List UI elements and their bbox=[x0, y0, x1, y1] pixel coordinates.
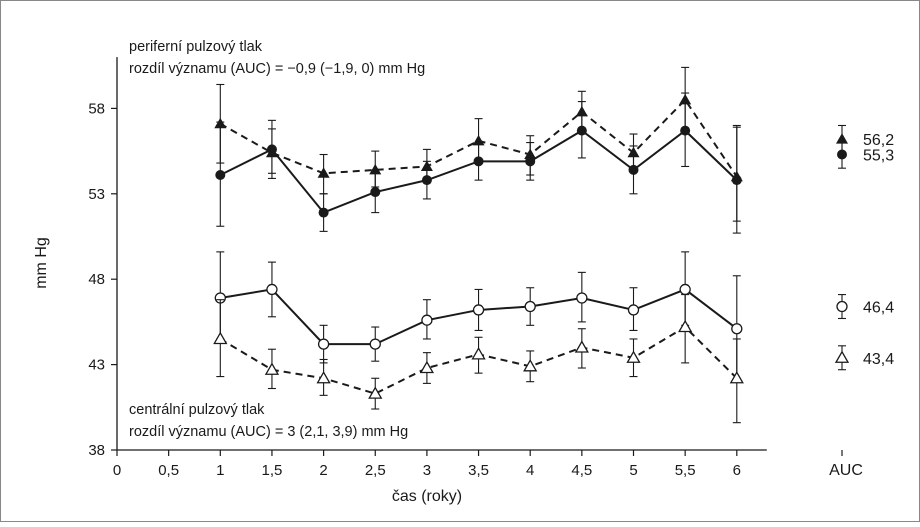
x-tick-label: 3,5 bbox=[468, 462, 489, 479]
x-tick-label: 6 bbox=[733, 462, 741, 479]
y-tick-label: 38 bbox=[88, 442, 105, 459]
y-axis-title: mm Hg bbox=[33, 237, 50, 289]
data-point bbox=[627, 304, 640, 316]
annotation-bottom-line1: centrální pulzový tlak bbox=[129, 402, 265, 418]
x-tick-label: 5,5 bbox=[675, 462, 696, 479]
series-open-triangle bbox=[213, 294, 744, 424]
data-point bbox=[626, 350, 641, 363]
data-point bbox=[628, 164, 639, 175]
data-point bbox=[731, 323, 743, 335]
data-point bbox=[731, 175, 742, 186]
annotation-bottom-line2: rozdíl významu (AUC) = 3 (2,1, 3,9) mm H… bbox=[129, 424, 408, 440]
data-point bbox=[680, 125, 691, 136]
data-point bbox=[266, 144, 277, 155]
x-tick-label: 1,5 bbox=[262, 462, 283, 479]
x-tick-label: 4 bbox=[526, 462, 534, 479]
x-tick-label: 0,5 bbox=[158, 462, 179, 479]
data-point bbox=[729, 370, 744, 384]
series-filled-circle bbox=[215, 92, 742, 234]
y-tick-label: 58 bbox=[88, 100, 105, 117]
data-point bbox=[524, 300, 536, 313]
auc-point bbox=[836, 133, 848, 144]
data-point bbox=[679, 283, 691, 296]
data-point bbox=[421, 175, 432, 186]
x-tick-label: 1 bbox=[216, 462, 224, 479]
data-point bbox=[266, 283, 278, 296]
y-tick-label: 53 bbox=[88, 186, 105, 203]
data-point bbox=[369, 338, 381, 350]
data-point bbox=[215, 170, 226, 181]
y-tick-label: 48 bbox=[88, 271, 105, 288]
data-point bbox=[368, 386, 383, 399]
data-point bbox=[576, 125, 587, 136]
annotation-top-line1: periferní pulzový tlak bbox=[129, 39, 263, 55]
data-point bbox=[421, 314, 433, 326]
annotation-top-line2: rozdíl významu (AUC) = −0,9 (−1,9, 0) mm… bbox=[129, 61, 425, 77]
data-point bbox=[370, 187, 381, 198]
series-open-circle bbox=[214, 251, 743, 383]
x-tick-label: 2 bbox=[319, 462, 327, 479]
data-point bbox=[316, 370, 331, 384]
data-point bbox=[264, 362, 280, 375]
x-tick-label-auc: AUC bbox=[829, 462, 863, 479]
data-point bbox=[213, 331, 228, 345]
data-point bbox=[473, 156, 484, 167]
auc-point bbox=[834, 350, 850, 363]
x-tick-label: 5 bbox=[629, 462, 637, 479]
auc-value-label: 55,3 bbox=[863, 148, 894, 165]
data-point bbox=[576, 292, 588, 304]
data-point bbox=[472, 304, 485, 316]
y-tick-label: 43 bbox=[88, 357, 105, 374]
data-point bbox=[525, 156, 536, 167]
series-layer bbox=[213, 66, 744, 424]
data-point bbox=[318, 207, 329, 218]
auc-value-label: 46,4 bbox=[863, 300, 894, 317]
x-tick-label: 3 bbox=[423, 462, 431, 479]
data-point bbox=[317, 167, 330, 178]
auc-point bbox=[837, 149, 847, 160]
auc-value-label: 43,4 bbox=[863, 351, 894, 368]
auc-layer: 56,255,3 46,4 43,4 bbox=[834, 124, 894, 371]
data-point bbox=[678, 319, 693, 333]
data-point bbox=[419, 360, 435, 374]
auc-point bbox=[836, 300, 848, 313]
auc-open-triangle: 43,4 bbox=[834, 345, 894, 371]
data-point bbox=[471, 347, 486, 360]
x-tick-label: 2,5 bbox=[365, 462, 386, 479]
axes: 0 0,5 1 1,5 2 2,5 3 3,5 4 4,5 5 5,5 6 AUC 38 43 48 53 58 bbox=[88, 57, 863, 479]
data-point bbox=[317, 338, 330, 350]
auc-open-circle: 46,4 bbox=[836, 294, 894, 320]
auc-value-label: 56,2 bbox=[863, 132, 894, 149]
auc-filled-circle: 55,3 bbox=[837, 142, 894, 169]
x-axis-title: čas (roky) bbox=[392, 488, 462, 505]
x-tick-label: 0 bbox=[113, 462, 121, 479]
data-point bbox=[523, 358, 538, 372]
data-point bbox=[574, 340, 589, 353]
x-tick-label: 4,5 bbox=[571, 462, 592, 479]
